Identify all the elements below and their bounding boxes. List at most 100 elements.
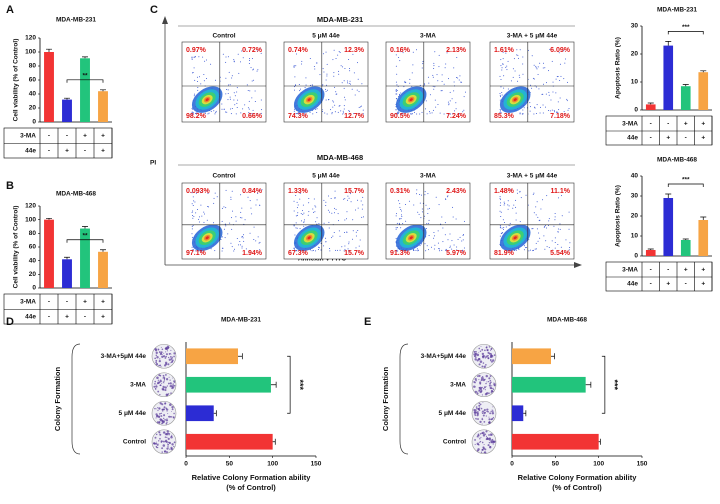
error-bar xyxy=(598,438,601,445)
treatment-name: 44e xyxy=(627,281,638,288)
colony xyxy=(155,385,158,388)
event-dot xyxy=(534,107,536,109)
event-dot xyxy=(259,241,261,243)
event-dot xyxy=(416,189,418,191)
colony xyxy=(154,436,157,439)
quadrant-percent: 85.3% xyxy=(494,113,515,120)
colony xyxy=(172,384,175,387)
event-dot xyxy=(229,84,231,86)
colony xyxy=(159,433,162,436)
category-label: 3-MA+5μM 44e xyxy=(101,353,147,360)
event-dot xyxy=(198,56,200,58)
event-dot xyxy=(499,75,501,77)
event-dot xyxy=(552,249,554,251)
sig-label: *** xyxy=(609,379,619,390)
event-dot xyxy=(561,250,563,252)
event-dot xyxy=(454,110,456,112)
colony xyxy=(163,406,166,409)
quadrant-percent: 12.7% xyxy=(344,113,365,120)
colony xyxy=(489,356,492,359)
error-bar xyxy=(64,256,70,260)
x-tick-label: 0 xyxy=(184,461,188,468)
event-dot xyxy=(299,192,301,194)
event-dot xyxy=(397,110,399,112)
event-dot xyxy=(249,113,251,115)
event-dot xyxy=(206,78,208,80)
event-dot xyxy=(193,56,195,58)
event-dot xyxy=(445,63,447,65)
event-dot xyxy=(499,204,501,206)
colony xyxy=(155,433,158,436)
event-dot xyxy=(438,54,440,56)
colony xyxy=(165,408,169,411)
event-dot xyxy=(353,113,355,115)
event-dot xyxy=(357,207,359,209)
event-dot xyxy=(296,207,298,209)
treatment-sign: - xyxy=(66,133,68,140)
event-dot xyxy=(213,110,215,112)
event-dot xyxy=(566,81,568,83)
event-dot xyxy=(543,235,545,237)
event-dot xyxy=(316,108,318,110)
event-dot xyxy=(404,80,406,82)
event-dot xyxy=(395,215,397,217)
event-dot xyxy=(240,194,242,196)
bar xyxy=(512,348,551,365)
colony xyxy=(476,392,479,395)
event-dot xyxy=(293,110,295,112)
colony xyxy=(163,380,166,382)
colony xyxy=(474,353,477,355)
colony xyxy=(156,376,159,380)
event-dot xyxy=(501,69,503,71)
event-dot xyxy=(349,113,351,115)
event-dot xyxy=(297,113,299,115)
event-dot xyxy=(439,112,441,114)
event-dot xyxy=(424,191,426,193)
colony xyxy=(164,347,167,350)
event-dot xyxy=(444,234,446,236)
event-dot xyxy=(410,113,412,115)
event-dot xyxy=(315,108,317,110)
event-dot xyxy=(542,62,544,64)
event-dot xyxy=(548,70,550,72)
colony xyxy=(482,414,485,417)
event-dot xyxy=(395,54,397,56)
quadrant-percent: 0.72% xyxy=(242,47,263,54)
category-brace xyxy=(399,343,409,455)
event-dot xyxy=(462,239,464,241)
colony xyxy=(480,451,483,453)
colony xyxy=(165,422,168,425)
event-dot xyxy=(428,219,430,221)
colony xyxy=(155,384,157,386)
event-dot xyxy=(349,70,351,72)
event-dot xyxy=(535,86,537,88)
colony xyxy=(169,448,171,450)
colony xyxy=(481,386,483,389)
colony xyxy=(479,420,482,424)
event-dot xyxy=(506,65,508,67)
event-dot xyxy=(412,51,414,53)
colony xyxy=(161,383,163,385)
event-dot xyxy=(395,228,397,230)
colony xyxy=(492,387,494,390)
event-dot xyxy=(348,197,350,199)
event-dot xyxy=(532,193,534,195)
event-dot xyxy=(568,211,570,213)
event-dot xyxy=(301,60,303,62)
event-dot xyxy=(396,222,398,224)
colony xyxy=(474,411,477,414)
flow-condition: 5 μM 44e xyxy=(312,33,340,40)
treatment-sign: + xyxy=(65,314,69,321)
event-dot xyxy=(301,220,303,222)
event-dot xyxy=(558,52,560,54)
event-dot xyxy=(556,76,558,78)
event-dot xyxy=(451,240,453,242)
event-dot xyxy=(517,57,519,59)
colony xyxy=(484,408,486,411)
colony xyxy=(156,421,159,424)
colony xyxy=(167,393,169,395)
event-dot xyxy=(413,204,415,206)
colony xyxy=(163,441,165,443)
event-dot xyxy=(207,113,209,115)
quadrant-percent: 0.97% xyxy=(186,47,207,54)
